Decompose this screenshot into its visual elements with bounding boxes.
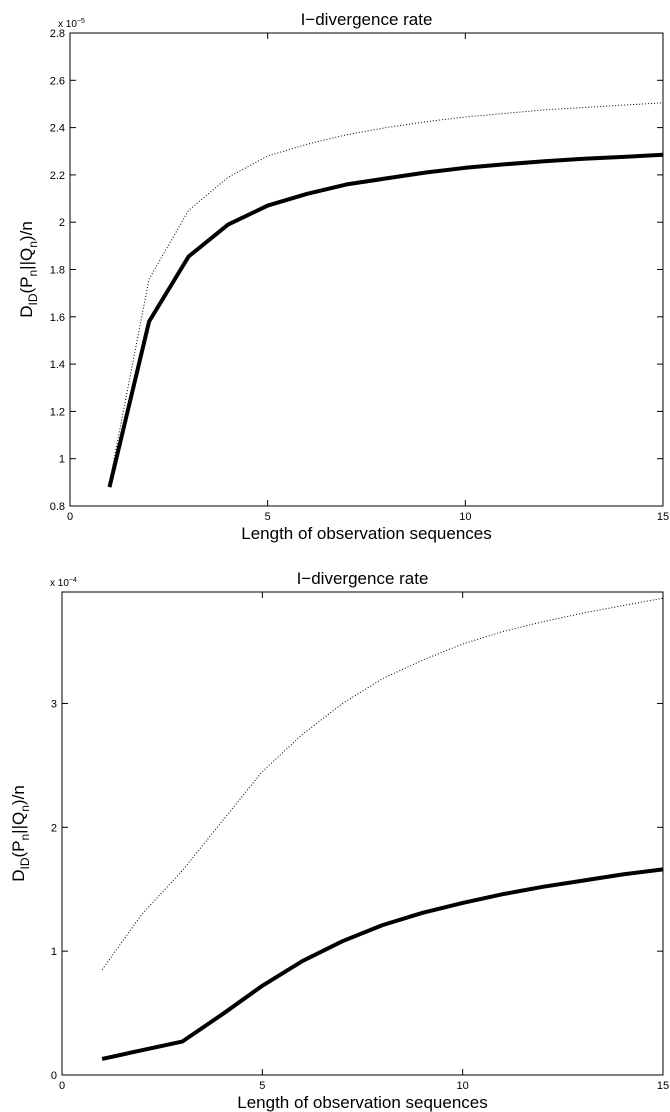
- y-tick-label: 2: [51, 822, 57, 834]
- series-dotted-line: [109, 102, 664, 483]
- y-label-mid: ||Q: [17, 248, 36, 270]
- series-solid-line: [107, 152, 664, 488]
- y-label-d: D: [9, 870, 28, 882]
- axes-box: [69, 32, 664, 507]
- y-label-d: D: [17, 306, 36, 318]
- x-tick-label: 5: [265, 511, 271, 523]
- y-label-sub-n2: n: [18, 805, 32, 812]
- y-tick-label: 1.4: [50, 359, 65, 371]
- y-tick-label: 1.6: [50, 312, 65, 324]
- x-tick-label: 15: [657, 1080, 669, 1092]
- y-label-sub-n2: n: [26, 241, 40, 248]
- chart-2: 0 5 10 15 0 1 2 3 x 10−4 I−divergence rate Length …: [9, 569, 669, 1112]
- x-tick-label: 10: [459, 511, 471, 523]
- x-tick-label: 15: [657, 511, 669, 523]
- y-tick-label: 1.8: [50, 265, 65, 277]
- y-label-sub-n1: n: [26, 270, 40, 277]
- y-label-sub-id: ID: [26, 293, 40, 305]
- y-axis-label: DID(Pn||Qn)/n: [9, 785, 32, 882]
- chart-title: I−divergence rate: [297, 569, 429, 588]
- y-tick-label: 2.4: [50, 123, 65, 135]
- y-tick-label: 2.2: [50, 170, 65, 182]
- y-label-open: (P: [9, 841, 28, 858]
- y-tick-label: 1: [51, 946, 57, 958]
- series-solid-line: [101, 867, 664, 1061]
- axes-box: [61, 591, 664, 1076]
- y-exponent-label: x 10−4: [50, 577, 77, 589]
- chart-title: I−divergence rate: [301, 10, 433, 29]
- y-exponent-base: x 10: [50, 578, 69, 589]
- y-exponent-power: −5: [77, 18, 85, 25]
- x-axis-label: Length of observation sequences: [237, 1093, 487, 1112]
- y-axis-label: DID(Pn||Qn)/n: [17, 221, 40, 318]
- y-tick-label: 1.2: [50, 406, 65, 418]
- y-tick-label: 1: [59, 454, 65, 466]
- y-label-sub-n1: n: [18, 834, 32, 841]
- y-tick-label: 2.6: [50, 75, 65, 87]
- y-tick-label: 0.8: [50, 501, 65, 513]
- x-tick-label: 0: [59, 1080, 65, 1092]
- y-exponent-label: x 10−5: [58, 18, 85, 30]
- x-tick-label: 10: [457, 1080, 469, 1092]
- y-label-close: )/n: [9, 785, 28, 805]
- y-label-close: )/n: [17, 221, 36, 241]
- y-label-open: (P: [17, 277, 36, 294]
- x-tick-label: 0: [67, 511, 73, 523]
- y-exponent-power: −4: [69, 577, 77, 584]
- y-exponent-base: x 10: [58, 19, 77, 30]
- y-label-mid: ||Q: [9, 812, 28, 834]
- y-tick-label: 3: [51, 698, 57, 710]
- y-label-sub-id: ID: [18, 857, 32, 869]
- chart-1: 0 5 10 15 0.8 1 1.2 1.4 1.6 1.8 2 2.2 2.4 2.6 2.8x 10−…: [17, 10, 669, 543]
- series-dotted-line: [101, 597, 664, 970]
- y-tick-label: 2: [59, 217, 65, 229]
- y-tick-label: 0: [51, 1070, 57, 1082]
- x-tick-label: 5: [259, 1080, 265, 1092]
- x-axis-label: Length of observation sequences: [241, 524, 491, 543]
- y-tick-label: 2.8: [50, 28, 65, 40]
